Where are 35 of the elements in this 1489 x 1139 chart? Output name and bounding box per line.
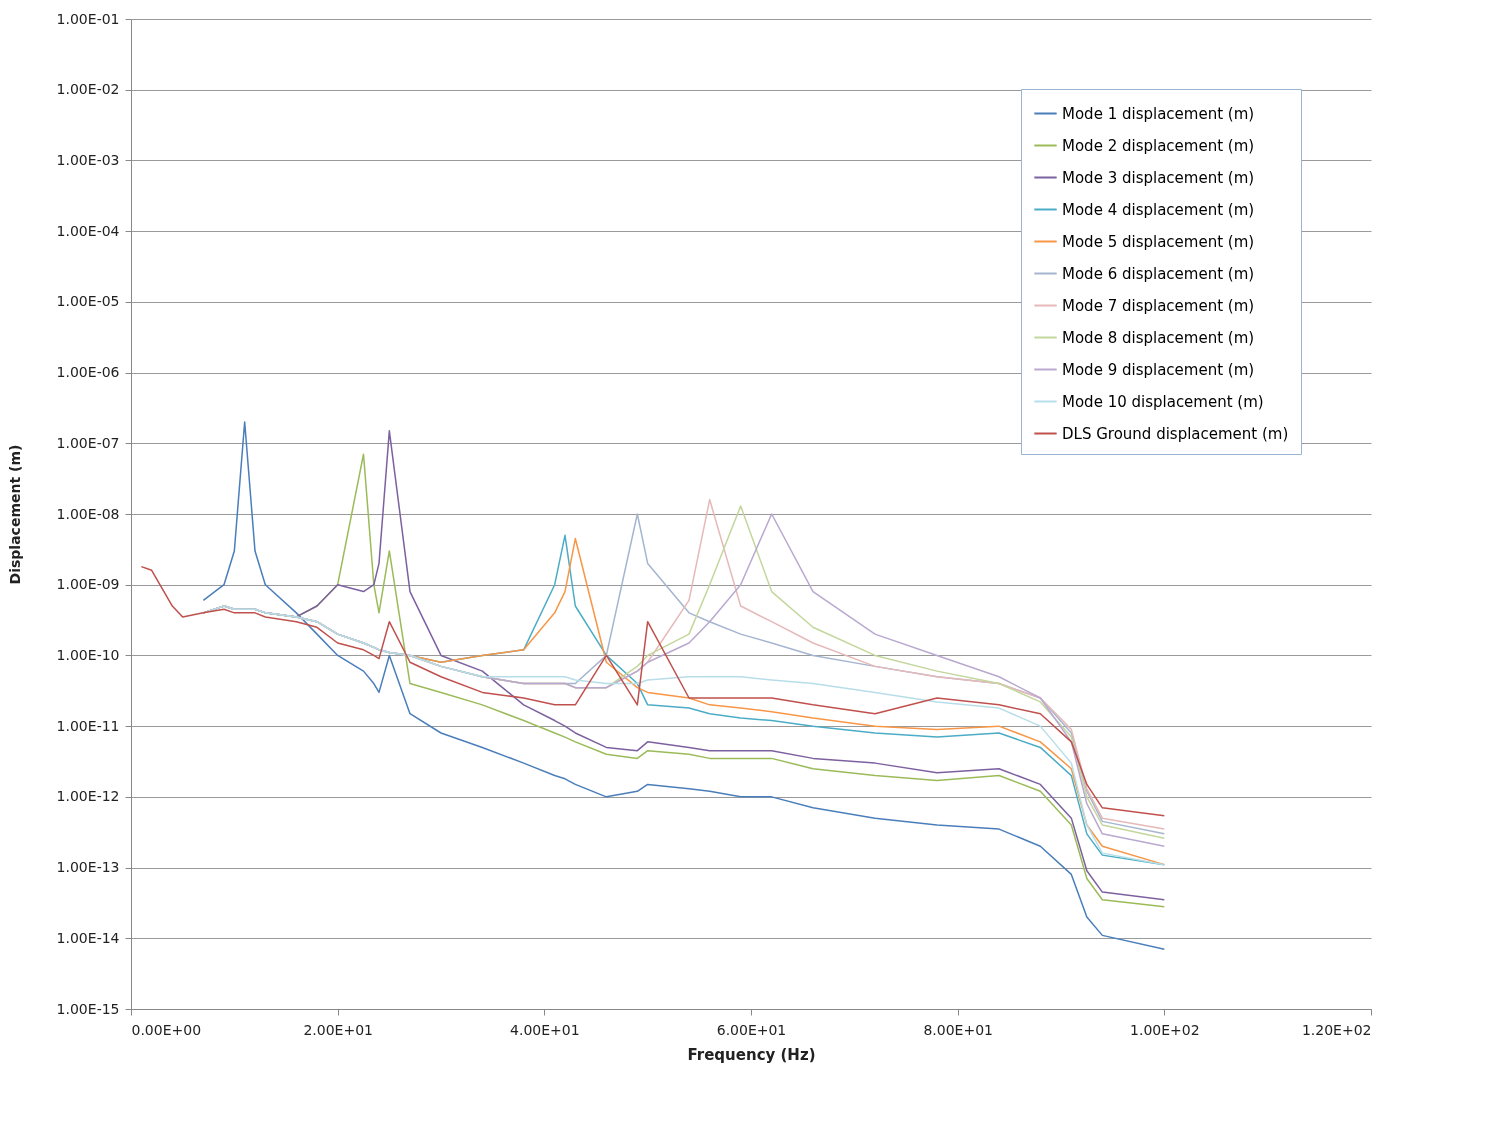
y-tick-label: 1.00E-15	[56, 1000, 120, 1017]
legend-label: Mode 10 displacement (m)	[1062, 392, 1264, 411]
legend-label: Mode 1 displacement (m)	[1062, 104, 1255, 123]
y-axis-title: Displacement (m)	[6, 444, 23, 585]
y-tick-label: 1.00E-02	[56, 81, 120, 98]
legend-label: DLS Ground displacement (m)	[1062, 424, 1289, 443]
y-tick-label: 1.00E-13	[56, 859, 120, 876]
x-tick-label: 1.00E+02	[1130, 1021, 1200, 1038]
legend-label: Mode 8 displacement (m)	[1062, 328, 1255, 347]
y-tick-label: 1.00E-03	[56, 151, 120, 168]
y-tick-label: 1.00E-07	[56, 434, 120, 451]
x-tick-label: 8.00E+01	[923, 1021, 993, 1038]
legend-label: Mode 9 displacement (m)	[1062, 360, 1255, 379]
y-tick-label: 1.00E-12	[56, 788, 120, 805]
y-tick-label: 1.00E-14	[56, 929, 120, 946]
legend-label: Mode 4 displacement (m)	[1062, 200, 1255, 219]
y-tick-label: 1.00E-04	[56, 222, 120, 239]
y-tick-label: 1.00E-09	[56, 576, 120, 593]
y-tick-label: 1.00E-10	[56, 646, 120, 663]
y-tick-label: 1.00E-05	[56, 293, 120, 310]
x-tick-label: 4.00E+01	[510, 1021, 580, 1038]
y-tick-label: 1.00E-01	[56, 10, 120, 27]
x-axis-title: Frequency (Hz)	[687, 1045, 816, 1064]
x-tick-label: 1.20E+02	[1301, 1021, 1372, 1038]
legend-label: Mode 2 displacement (m)	[1062, 136, 1255, 155]
x-tick-label: 6.00E+01	[716, 1021, 787, 1038]
x-tick-label: 0.00E+00	[131, 1021, 202, 1038]
legend-label: Mode 3 displacement (m)	[1062, 168, 1255, 187]
legend-label: Mode 6 displacement (m)	[1062, 264, 1255, 283]
legend-label: Mode 5 displacement (m)	[1062, 232, 1255, 251]
y-tick-label: 1.00E-08	[56, 505, 120, 522]
legend-label: Mode 7 displacement (m)	[1062, 296, 1255, 315]
x-tick-label: 2.00E+01	[303, 1021, 373, 1038]
y-tick-label: 1.00E-11	[56, 717, 120, 734]
y-tick-label: 1.00E-06	[56, 364, 120, 381]
